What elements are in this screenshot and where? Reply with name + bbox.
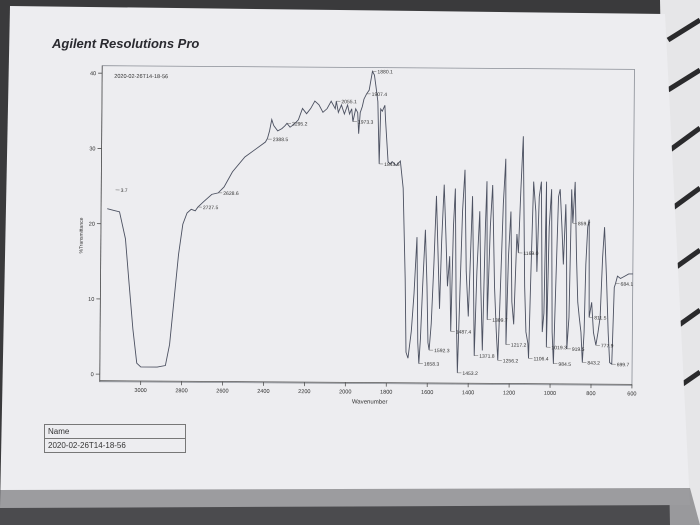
peak-label: 843.2 (587, 361, 600, 367)
name-value: 2020-02-26T14-18-56 (45, 438, 185, 452)
peak-label: 984.5 (558, 362, 571, 368)
x-tick-label: 2200 (298, 389, 310, 395)
peak-label: 1843.6 (384, 162, 400, 168)
x-tick-label: 1800 (380, 390, 392, 396)
x-tick-label: 2800 (175, 388, 187, 394)
name-label: Name (48, 427, 70, 436)
peak-label: 1592.3 (434, 348, 450, 354)
peak-label: 1453.2 (462, 371, 478, 377)
x-tick-label: 1200 (503, 391, 515, 397)
y-axis-label: %Transmittance (79, 217, 85, 253)
x-tick-label: 1000 (544, 391, 556, 397)
peak-label: 2628.6 (223, 191, 239, 197)
peak-label: 1973.3 (358, 120, 374, 126)
paper-shadow (0, 488, 700, 525)
peak-label: 1217.2 (511, 343, 527, 349)
x-axis-label: Wavenumber (352, 399, 388, 405)
chart-title: 2020-02-26T14-18-56 (114, 74, 168, 80)
y-tick-label: 0 (91, 372, 94, 378)
x-tick-label: 800 (586, 391, 595, 397)
peak-label: 777.9 (601, 343, 614, 349)
peak-label: 1880.1 (377, 69, 393, 75)
peak-label: 2295.2 (292, 121, 308, 127)
y-tick-label: 40 (90, 71, 96, 77)
peak-label: 1371.8 (479, 354, 495, 360)
peak-label: 699.7 (617, 362, 630, 368)
peak-label: 684.1 (621, 282, 634, 288)
peak-label: 2388.5 (273, 137, 289, 143)
peak-label: 2055.1 (341, 99, 357, 105)
name-table: Name 2020-02-26T14-18-56 (44, 424, 186, 453)
spectrum-line (107, 69, 633, 373)
x-tick-label: 600 (627, 391, 636, 397)
peak-label: 859.7 (578, 221, 591, 227)
peak-label: 1106.4 (533, 356, 548, 362)
peak-label: 1487.4 (456, 330, 472, 336)
x-tick-label: 1400 (462, 390, 474, 396)
x-tick-label: 1600 (421, 390, 433, 396)
peak-label: 811.5 (594, 315, 606, 321)
peak-label: 3.7 (121, 188, 128, 194)
report-title: Agilent Resolutions Pro (52, 36, 200, 51)
peak-label: 1019.3 (551, 345, 567, 351)
x-tick-label: 2000 (339, 389, 351, 395)
peak-label: 1309.7 (492, 318, 508, 324)
peak-label: 1658.3 (424, 362, 440, 368)
x-tick-label: 2600 (216, 389, 228, 395)
chart-area: 2020-02-26T14-18-56 3000 2800 2600 2400 2200… (79, 65, 637, 406)
y-tick-label: 30 (89, 146, 95, 152)
peak-label: 919.5 (572, 347, 585, 353)
peak-label: 1169.0 (523, 251, 538, 257)
y-tick-label: 10 (88, 297, 94, 303)
peak-label: 1907.4 (372, 92, 388, 98)
peak-label: 2727.5 (203, 205, 219, 211)
x-axis-line (99, 380, 632, 385)
x-tick-label: 3000 (134, 388, 146, 394)
peak-label: 1256.2 (503, 358, 519, 364)
y-tick-label: 20 (89, 222, 95, 228)
x-tick-label: 2400 (257, 389, 269, 395)
